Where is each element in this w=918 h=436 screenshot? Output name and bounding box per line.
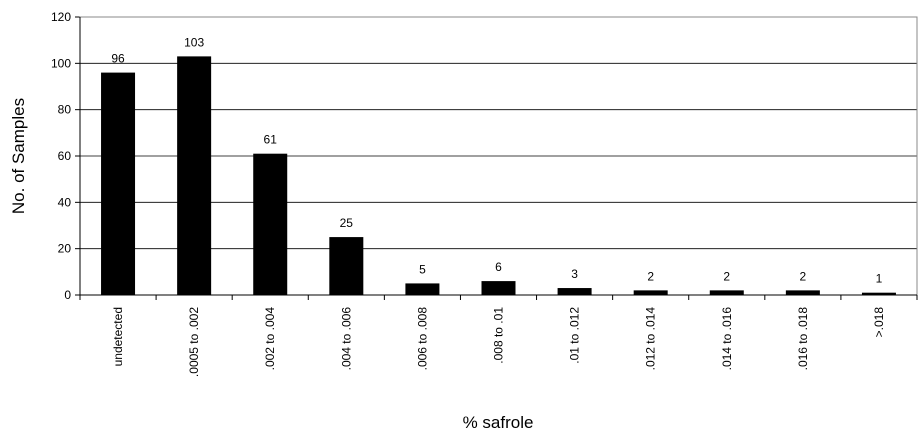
bar: [253, 153, 288, 295]
y-tick-label: 80: [58, 103, 72, 117]
x-tick-label: undetected: [111, 307, 125, 366]
bar: [709, 290, 744, 295]
y-axis-title: No. of Samples: [9, 98, 28, 214]
y-tick-label: 100: [51, 56, 71, 70]
x-tick-label: .016 to .018: [796, 307, 810, 371]
x-tick-label: .014 to .016: [720, 307, 734, 371]
x-tick-label: >.018: [872, 307, 886, 338]
bar: [405, 283, 440, 295]
y-tick-label: 20: [58, 242, 72, 256]
bar: [329, 237, 364, 295]
bar: [633, 290, 668, 295]
data-label: 96: [111, 52, 125, 66]
x-tick-label: .012 to .014: [644, 307, 658, 371]
y-tick-label: 0: [64, 288, 71, 302]
data-label: 2: [723, 269, 730, 283]
x-tick-label: .008 to .01: [492, 307, 506, 364]
data-label: 1: [876, 272, 883, 286]
x-tick-label: .004 to .006: [339, 307, 353, 371]
y-tick-label: 40: [58, 195, 72, 209]
x-tick-label: .002 to .004: [263, 307, 277, 371]
bar: [557, 288, 592, 295]
bar: [861, 292, 896, 295]
x-axis-title: % safrole: [463, 413, 534, 432]
x-tick-label: .0005 to .002: [187, 307, 201, 377]
y-tick-label: 120: [51, 10, 71, 24]
data-label: 61: [264, 133, 278, 147]
data-label: 6: [495, 260, 502, 274]
data-label: 5: [419, 262, 426, 276]
bar: [785, 290, 820, 295]
bar: [101, 72, 136, 295]
data-label: 2: [800, 269, 807, 283]
data-label: 3: [571, 267, 578, 281]
bar: [481, 281, 516, 295]
x-tick-label: .01 to .012: [568, 307, 582, 364]
bar: [177, 56, 212, 296]
x-tick-label: .006 to .008: [415, 307, 429, 371]
data-label: 103: [184, 35, 204, 49]
y-tick-label: 60: [58, 149, 72, 163]
data-label: 2: [647, 269, 654, 283]
data-label: 25: [340, 216, 354, 230]
